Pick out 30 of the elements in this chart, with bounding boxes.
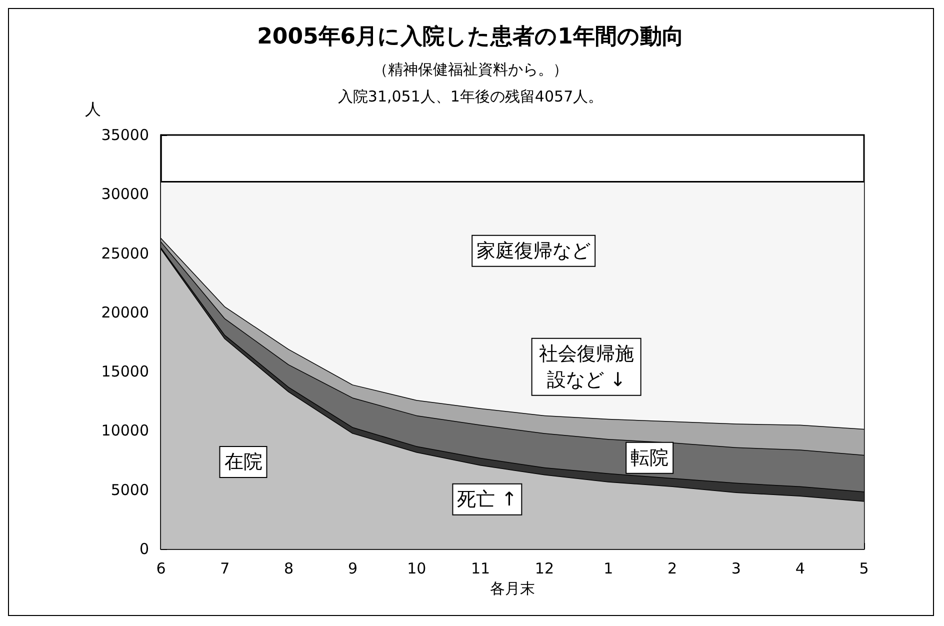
x-axis-title: 各月末 [490,579,535,598]
x-tick-label: 8 [284,560,294,578]
x-tick-label: 1 [604,560,614,578]
annotation: 死亡 ↑ [457,488,518,510]
y-tick-label: 15000 [101,362,149,381]
y-tick-label: 0 [139,540,149,558]
x-tick-label: 6 [156,560,166,578]
chart-title: 2005年6月に入院した患者の1年間の動向 [257,24,684,50]
x-tick-label: 10 [407,560,426,578]
x-tick-label: 3 [731,560,741,578]
x-tick-label: 9 [348,560,358,578]
y-tick-label: 35000 [101,126,149,144]
x-tick-label: 7 [220,560,230,578]
annotation: 在院 [224,451,262,474]
y-tick-label: 25000 [101,244,149,262]
annotation: 転院 [630,446,669,469]
x-tick-label: 2 [668,560,678,578]
x-tick-label: 5 [859,560,869,578]
y-tick-label: 5000 [110,480,149,499]
y-tick-label: 20000 [101,303,149,322]
x-tick-label: 12 [534,560,554,578]
x-tick-label: 4 [795,560,805,578]
annotation: 家庭復帰など [476,240,591,262]
text: 入院31,051人、1年後の残留4057人。 [338,88,604,106]
y-axis-title: 人 [85,100,101,118]
chart-subtitle: （精神保健福祉資料から。） [373,60,568,78]
y-tick-label: 10000 [101,422,149,440]
x-tick-label: 11 [471,560,490,578]
y-tick-label: 30000 [101,185,149,204]
annotation: 社会復帰施設など ↓ [538,342,634,391]
